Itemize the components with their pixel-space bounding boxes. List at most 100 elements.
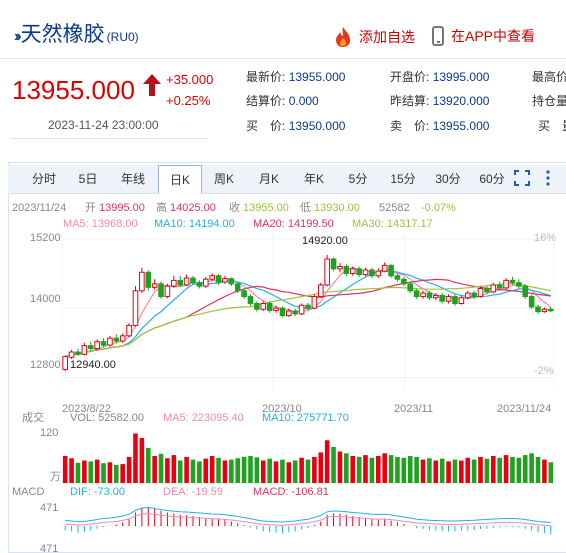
- volume-bar: [254, 457, 260, 483]
- candle-body: [209, 275, 215, 280]
- volume-bar: [216, 457, 221, 483]
- tab-5min[interactable]: 5分: [348, 172, 368, 186]
- tab-timeshare[interactable]: 分时: [31, 172, 56, 186]
- tab-60min[interactable]: 60分: [479, 172, 505, 186]
- volume-bar: [126, 456, 132, 483]
- candle-body: [516, 282, 522, 287]
- more-options-icon[interactable]: [543, 169, 553, 187]
- tab-weekly-k[interactable]: 周K: [213, 172, 234, 186]
- candle-body: [503, 279, 509, 289]
- volume-bar: [229, 459, 234, 483]
- volume-bar: [69, 458, 74, 483]
- volume-bar: [114, 465, 119, 483]
- tab-30min[interactable]: 30分: [435, 172, 461, 186]
- candle-body: [452, 296, 458, 304]
- phone-icon: [432, 26, 444, 46]
- volume-bar: [465, 457, 471, 483]
- volume-bar: [318, 452, 324, 483]
- symbol-code: (RU0): [106, 30, 139, 44]
- volume-bar: [439, 458, 445, 483]
- volume-bar: [190, 459, 196, 483]
- tab-yearly-k[interactable]: 年K: [303, 172, 324, 186]
- y-pct-top: 16%: [534, 232, 556, 244]
- volume-ma10: MA10: 275771.70: [262, 412, 349, 424]
- ohlc-close: 13955.00: [243, 202, 289, 214]
- ma5-legend: MA5: 13968.00: [63, 218, 138, 230]
- ohlc-close-label: 收: [229, 200, 240, 214]
- candle-body: [426, 292, 433, 299]
- quote-field-bid: 买 价: 13950.000: [246, 119, 346, 133]
- candle-body: [190, 277, 196, 284]
- volume-bar: [542, 459, 547, 483]
- quote-field-prev-settle: 昨结算: 13920.000: [390, 94, 490, 108]
- candle-body: [317, 284, 324, 298]
- candle-body: [228, 278, 235, 285]
- candle-body: [94, 341, 100, 350]
- candle-body: [234, 283, 241, 292]
- volume-bar: [197, 461, 202, 483]
- candle-body: [298, 304, 305, 315]
- candle-body: [375, 270, 382, 277]
- candle-body: [432, 294, 439, 299]
- tab-monthly-k[interactable]: 月K: [258, 172, 279, 186]
- volume-bar: [75, 462, 81, 483]
- candle-body: [420, 292, 426, 298]
- tab-daily-k[interactable]: 日K: [158, 165, 202, 194]
- y-tick-top: 15200: [30, 232, 61, 244]
- candle-body: [151, 283, 158, 288]
- candle-body: [484, 287, 490, 293]
- fullscreen-icon[interactable]: [514, 169, 530, 187]
- volume-bar: [158, 453, 164, 483]
- candle-body: [343, 266, 350, 274]
- volume-bar: [478, 456, 483, 483]
- volume-bar: [165, 458, 170, 483]
- candle-body: [541, 308, 548, 313]
- candle-body: [369, 269, 375, 277]
- candle-body: [254, 302, 260, 310]
- volume-bar: [260, 460, 266, 483]
- candle-body: [535, 306, 541, 313]
- volume-bar: [350, 456, 356, 483]
- quote-time: 2023-11-24 23:00:00: [48, 118, 159, 132]
- volume-bar: [133, 433, 138, 483]
- x-label-3: 2023/11: [394, 403, 433, 415]
- candle-body: [132, 290, 139, 326]
- x-label-1: 2023/8/22: [62, 403, 111, 415]
- candle-body: [279, 307, 286, 317]
- tab-year-line[interactable]: 年线: [120, 172, 145, 186]
- add-watchlist-button[interactable]: 添加自选: [333, 26, 415, 48]
- macd-bottom-tick: 471: [40, 543, 58, 553]
- volume-bar: [433, 460, 439, 483]
- volume-bar: [382, 453, 387, 483]
- volume-ma5: MA5: 223095.40: [163, 412, 244, 424]
- ohlc-pct: -0.07%: [421, 202, 456, 214]
- view-in-app-button[interactable]: 在APP中查看: [432, 26, 535, 46]
- tab-5day[interactable]: 5日: [78, 172, 98, 186]
- volume-bar: [203, 458, 209, 483]
- candle-body: [62, 356, 68, 370]
- volume-bar: [152, 456, 157, 483]
- volume-bar: [407, 456, 413, 483]
- candle-body: [439, 294, 445, 302]
- volume-bar: [414, 456, 419, 483]
- volume-top-tick: 120: [40, 427, 58, 439]
- ohlc-date: 2023/11/24: [12, 202, 66, 214]
- x-label-2: 2023/10: [262, 403, 302, 415]
- volume-bar: [337, 451, 343, 483]
- low-annotation: 12940.00: [70, 359, 116, 371]
- tab-15min[interactable]: 15分: [390, 172, 416, 186]
- kline-chart[interactable]: 2023/11/24 开 13995.00 高 14025.00 收 13955…: [0, 193, 566, 553]
- volume-bar: [62, 456, 68, 483]
- ma20-legend: MA20: 14199.50: [253, 218, 334, 230]
- ohlc-low: 13930.00: [314, 202, 360, 214]
- candle-body: [496, 284, 503, 289]
- volume-bar: [395, 456, 400, 483]
- volume-bar: [292, 460, 298, 483]
- volume-bar: [529, 453, 534, 483]
- candle-body: [407, 283, 414, 292]
- volume-bar: [344, 453, 349, 483]
- candle-body: [68, 351, 75, 358]
- double-chevron-icon: ››: [14, 28, 21, 45]
- title-group: ›› 天然橡胶 (RU0): [14, 18, 139, 48]
- volume-bar: [375, 456, 381, 483]
